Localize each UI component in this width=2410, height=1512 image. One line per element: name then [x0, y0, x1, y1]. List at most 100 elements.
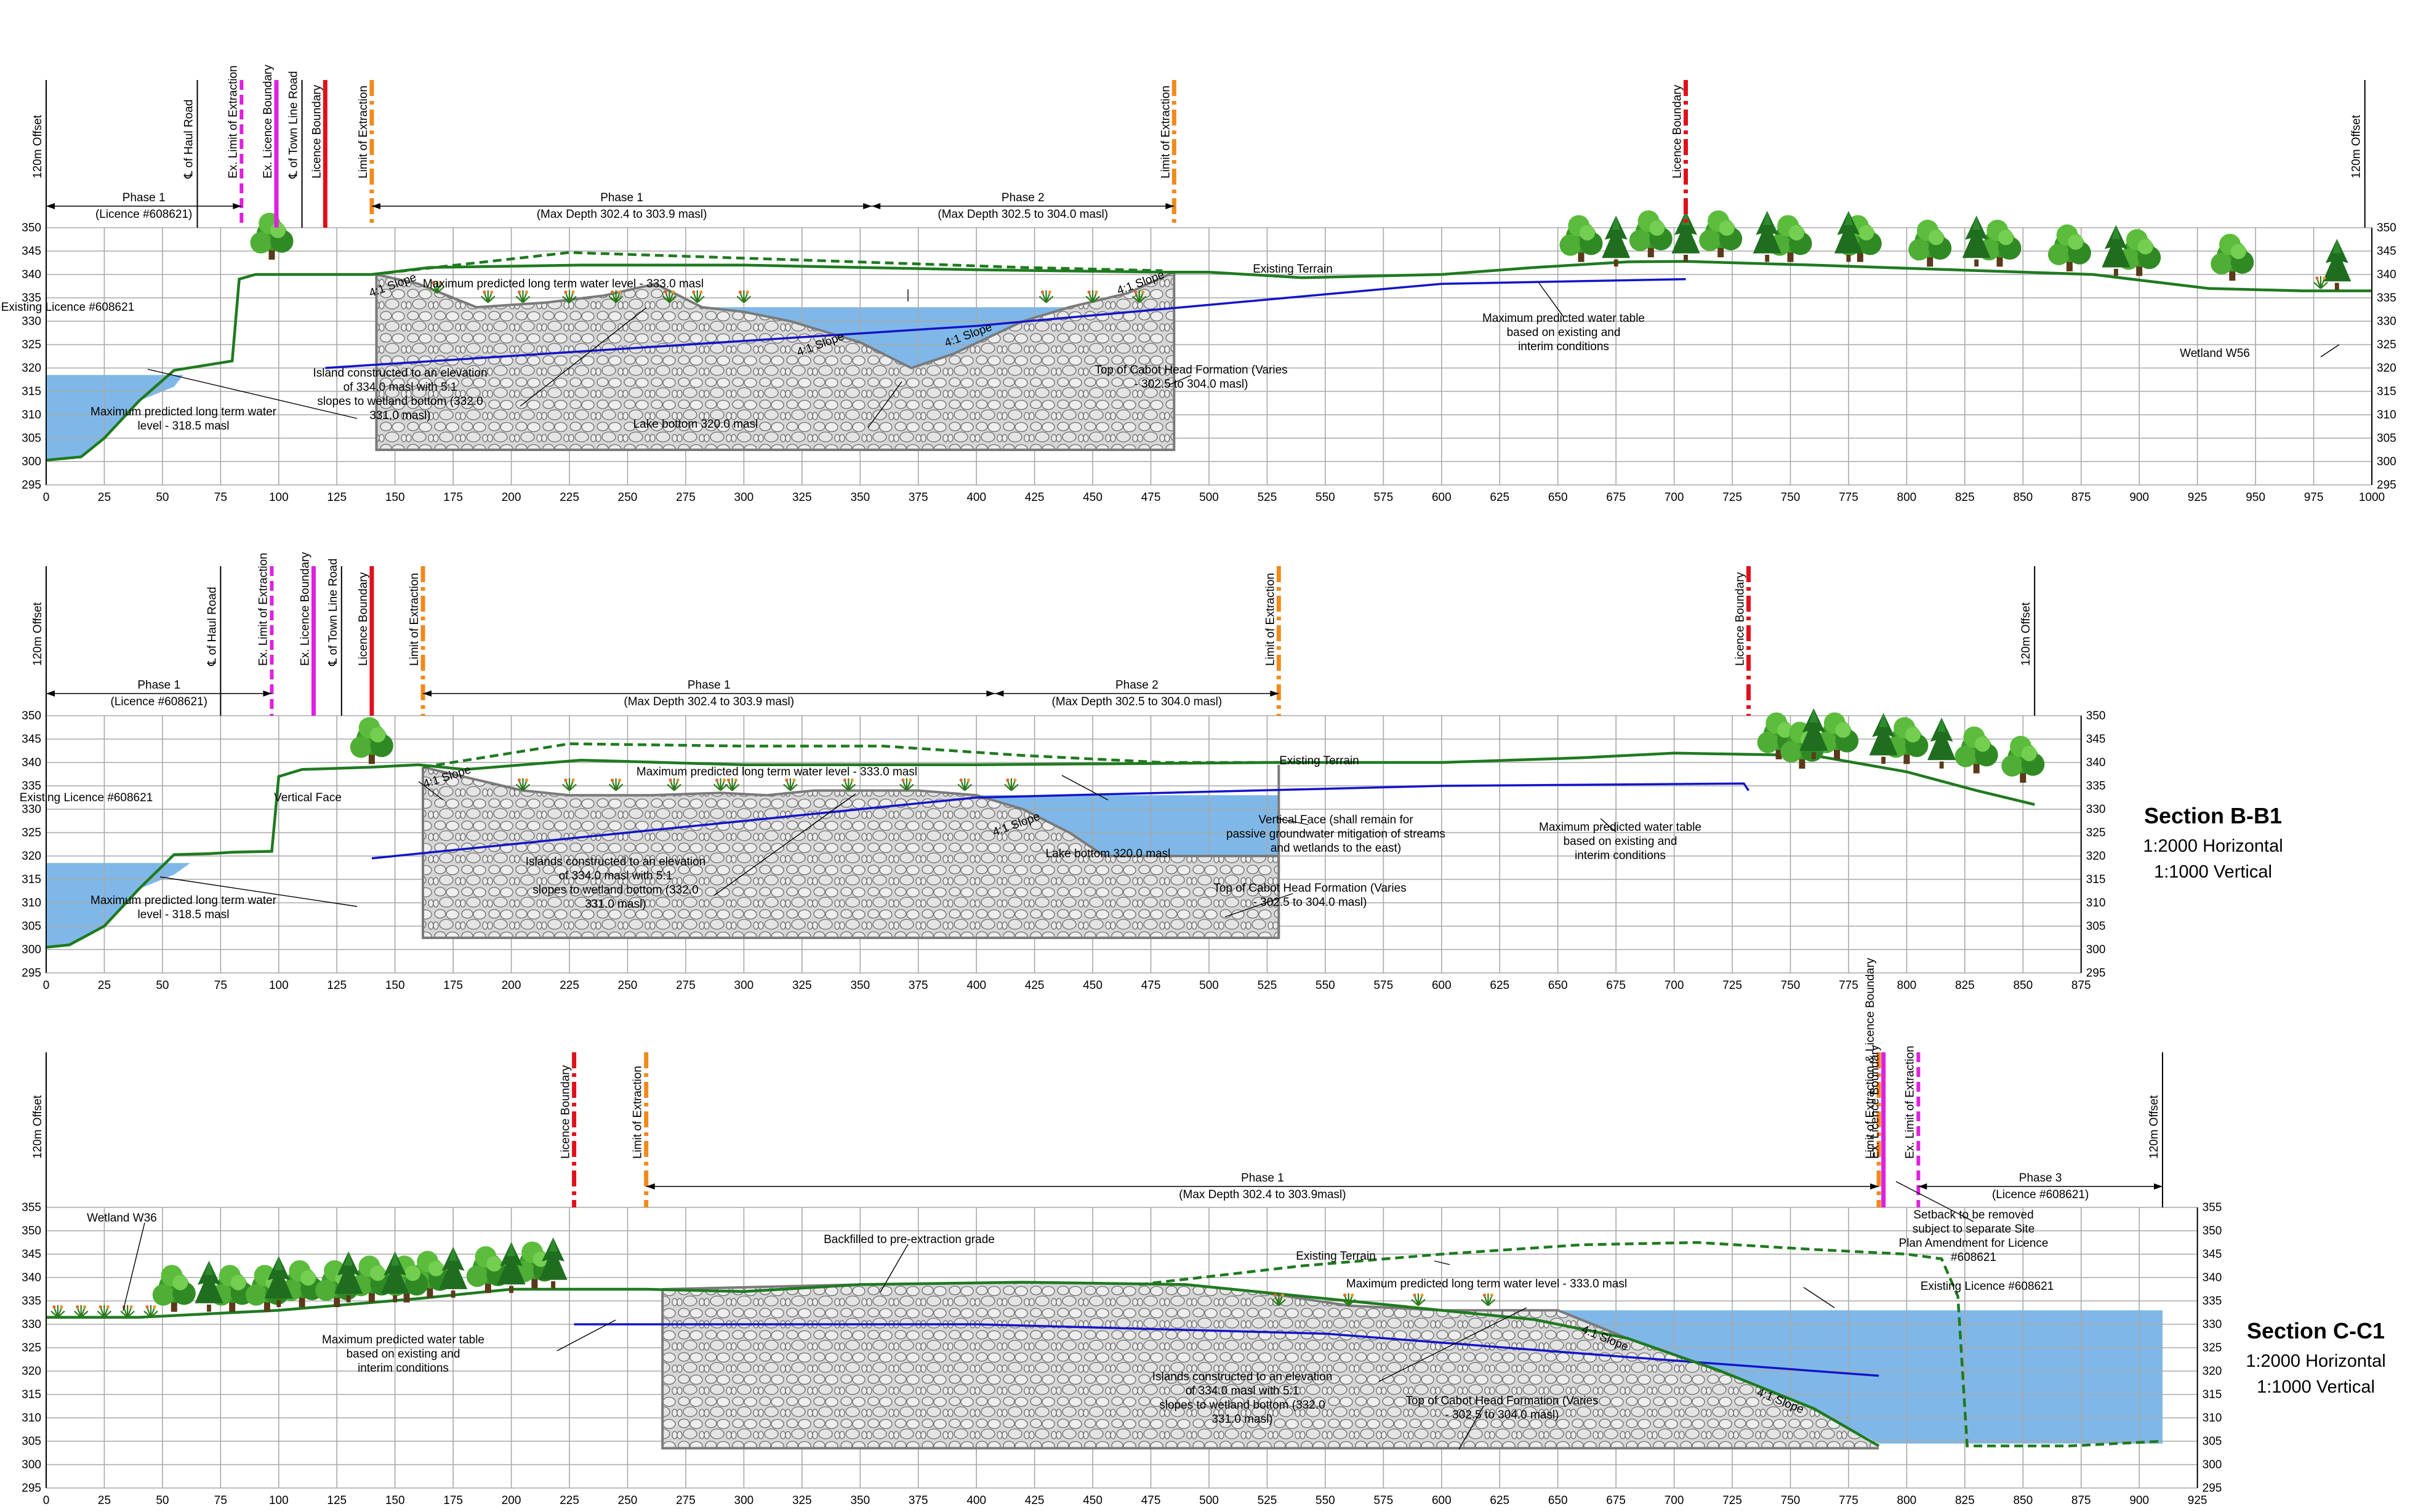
x-tick-label: 600	[1432, 1494, 1452, 1507]
phase-detail: (Licence #608621)	[111, 695, 207, 708]
arrow-head-icon	[863, 203, 872, 209]
leader-line	[880, 1244, 909, 1293]
annotation-line: slopes to wetland bottom (332.0	[1159, 1399, 1325, 1412]
x-tick-label: 350	[850, 979, 870, 992]
x-tick-label: 100	[269, 979, 289, 992]
y-tick-label: 300	[22, 455, 41, 468]
marker-label: 120m Offset	[2020, 602, 2033, 666]
annotation-line: based on existing and	[1564, 835, 1677, 848]
x-tick-label: 450	[1083, 1494, 1103, 1507]
y-tick-label: 300	[22, 1458, 41, 1471]
marker-label: ℄ of Town Line Road	[327, 558, 340, 666]
y-tick-label-right: 315	[2086, 873, 2106, 886]
arrow-head-icon	[1918, 1183, 1927, 1190]
x-tick-label: 450	[1083, 491, 1103, 504]
x-tick-label: 725	[1722, 1494, 1742, 1507]
x-tick-label: 300	[734, 1494, 754, 1507]
y-tick-label: 340	[22, 1271, 41, 1284]
tree-icon	[1559, 215, 1603, 262]
x-tick-label: 225	[560, 491, 579, 504]
tree-icon	[152, 1265, 196, 1312]
y-tick-label-right: 305	[2203, 1435, 2222, 1448]
x-tick-label: 850	[2013, 491, 2033, 504]
water-body	[976, 795, 1279, 856]
x-tick-label: 175	[443, 491, 463, 504]
y-tick-label: 320	[22, 362, 41, 375]
leader-line	[520, 307, 647, 407]
tree-icon	[2211, 233, 2254, 281]
tree-icon	[1954, 726, 1998, 774]
arrow-head-icon	[46, 690, 55, 697]
annotation-line: - 302.5 to 304.0 masl)	[1253, 896, 1367, 909]
water-table-line	[371, 782, 1749, 860]
annotation-label: Vertical Face	[274, 791, 342, 804]
x-tick-label: 925	[2188, 1494, 2207, 1507]
annotation-line: - 302.5 to 304.0 masl)	[1445, 1409, 1559, 1422]
phase-detail: (Max Depth 302.4 to 303.9 masl)	[624, 695, 794, 708]
wetland-reed-icon	[713, 777, 728, 791]
annotation-line: based on existing and	[347, 1348, 460, 1361]
x-tick-label: 450	[1083, 979, 1103, 992]
y-tick-label-right: 345	[2377, 245, 2396, 258]
x-tick-label: 25	[98, 491, 111, 504]
marker-label: Limit of Extraction	[408, 573, 421, 666]
x-tick-label: 700	[1665, 491, 1684, 504]
x-tick-label: 875	[2071, 979, 2091, 992]
annotation-line: subject to separate Site	[1913, 1223, 2035, 1236]
annotation-line: and wetlands to the east)	[1271, 842, 1401, 855]
annotation-line: Top of Cabot Head Formation (Varies	[1213, 882, 1406, 895]
annotation-label: Maximum predicted long term water level …	[637, 766, 917, 778]
phase-name: Phase 1	[1241, 1172, 1284, 1185]
y-tick-label-right: 310	[2086, 897, 2106, 910]
x-tick-label: 750	[1781, 1494, 1801, 1507]
marker-label: Limit of Extraction	[1264, 573, 1277, 666]
x-tick-label: 800	[1897, 491, 1917, 504]
phase-detail: (Max Depth 302.4 to 303.9masl)	[1179, 1188, 1346, 1201]
x-tick-label: 75	[214, 491, 227, 504]
x-tick-label: 550	[1315, 1494, 1335, 1507]
x-tick-label: 175	[443, 1494, 463, 1507]
y-tick-label: 325	[22, 826, 41, 839]
y-tick-label-right: 350	[2377, 222, 2396, 234]
x-tick-label: 500	[1199, 979, 1219, 992]
x-tick-label: 925	[2188, 491, 2207, 504]
leader-line	[2320, 344, 2340, 358]
annotation-line: Plan Amendment for Licence	[1899, 1237, 2049, 1250]
x-tick-label: 0	[43, 979, 50, 992]
marker-label: Ex. Limit of Extraction	[257, 553, 270, 666]
x-tick-label: 525	[1258, 1494, 1277, 1507]
marker-label: Ex. Limit of Extraction	[1903, 1046, 1916, 1159]
y-tick-label-right: 315	[2203, 1388, 2222, 1401]
x-tick-label: 50	[156, 1494, 169, 1507]
y-tick-label-right: 350	[2086, 710, 2106, 722]
arrow-head-icon	[263, 690, 272, 697]
wetland-reed-icon	[1038, 289, 1054, 303]
y-tick-label: 310	[22, 897, 41, 910]
leader-line	[867, 381, 902, 428]
annotation-line: Lake bottom 320.0 masl	[633, 418, 758, 431]
leader-line	[1277, 818, 1309, 825]
annotation-line: Existing Terrain	[1253, 263, 1333, 276]
x-tick-label: 150	[385, 1494, 405, 1507]
leader-line	[1061, 775, 1109, 801]
y-tick-label: 315	[22, 873, 41, 886]
wetland-reed-icon	[736, 289, 752, 303]
annotation-line: Wetland W36	[87, 1212, 157, 1225]
y-tick-label: 310	[22, 409, 41, 422]
annotation-line: Island constructed to an elevation	[313, 367, 487, 380]
y-tick-label-right: 300	[2377, 455, 2396, 468]
x-tick-label: 650	[1548, 979, 1568, 992]
marker-label: 120m Offset	[31, 1095, 44, 1159]
y-tick-label: 295	[22, 1482, 41, 1495]
y-tick-label-right: 330	[2086, 803, 2106, 816]
marker-label: Licence Boundary	[1671, 84, 1684, 178]
marker-label: ℄ of Haul Road	[206, 587, 219, 666]
y-tick-label-right: 345	[2086, 733, 2106, 746]
y-tick-label: 305	[22, 920, 41, 933]
annotation-line: Islands constructed to an elevation	[1152, 1370, 1333, 1383]
scale-horizontal: 1:2000 Horizontal	[2246, 1351, 2385, 1371]
phase-name: Phase 2	[1115, 679, 1159, 692]
annotation-line: Maximum predicted water table	[1482, 312, 1645, 325]
leader-line	[1458, 1406, 1484, 1450]
annotation-line: Backfilled to pre-extraction grade	[824, 1233, 995, 1246]
